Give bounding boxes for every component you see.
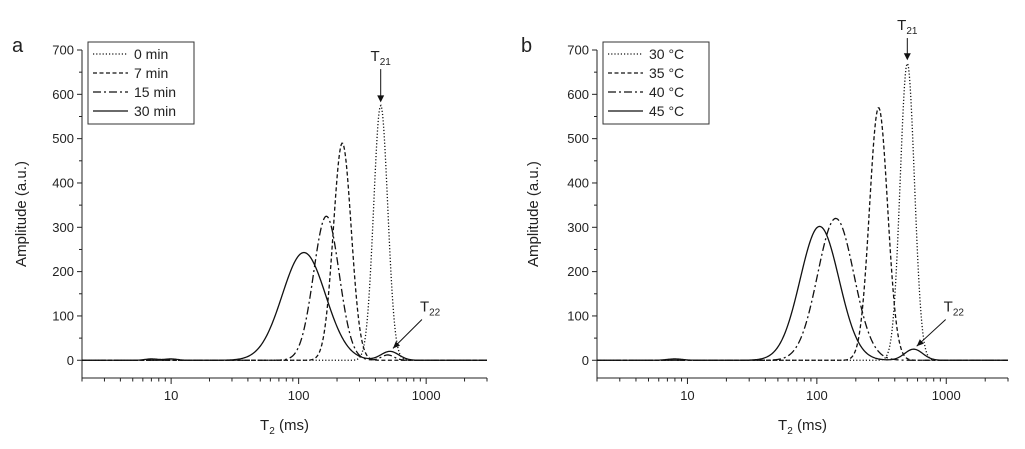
x-axis-title: T2 (ms) (260, 417, 309, 437)
y-tick-label: 200 (567, 264, 589, 279)
y-tick-label: 700 (52, 43, 74, 58)
y-tick-label: 100 (52, 308, 74, 323)
chart-panel-a: a 0 100 200 300 400 500 600 700 10 100 1000 T2 (ms) A… (12, 35, 488, 437)
annotation-label-t22: T22 (420, 299, 441, 319)
annotation-arrowhead-t21 (377, 95, 385, 103)
y-tick-label: 300 (567, 220, 589, 235)
y-tick-label: 0 (67, 353, 74, 368)
legend-box (602, 41, 710, 125)
x-tick-label: 100 (288, 388, 310, 403)
annotation-arrowhead-t21 (903, 53, 911, 61)
series-line-1 (597, 107, 1008, 361)
y-tick-label: 500 (52, 131, 74, 146)
series-line-2 (597, 217, 1008, 361)
y-axis-title: Amplitude (a.u.) (13, 161, 30, 267)
y-tick-label: 600 (52, 87, 74, 102)
y-tick-label: 0 (582, 353, 589, 368)
panel-label: a (12, 35, 24, 57)
legend-label-1: 35 °C (649, 65, 684, 81)
y-tick-label: 200 (52, 264, 74, 279)
y-tick-label: 400 (567, 175, 589, 190)
x-tick-label: 1000 (412, 388, 441, 403)
y-axis-title: Amplitude (a.u.) (525, 161, 542, 267)
legend-label-0: 30 °C (649, 46, 684, 62)
panel-label: b (521, 35, 532, 57)
x-tick-label: 10 (164, 388, 178, 403)
y-tick-label: 700 (567, 43, 589, 58)
legend-label-2: 15 min (134, 84, 176, 100)
series-line-3 (82, 251, 487, 361)
legend-label-3: 30 min (134, 103, 176, 119)
annotation-label-t21: T21 (897, 17, 918, 37)
annotation-label-t21: T21 (371, 48, 392, 68)
y-tick-label: 300 (52, 220, 74, 235)
legend-label-2: 40 °C (649, 84, 684, 100)
x-axis-title: T2 (ms) (778, 417, 827, 437)
annotation-arrowhead-t22 (392, 341, 401, 349)
series-line-3 (597, 225, 1008, 361)
legend-label-0: 0 min (134, 46, 168, 62)
x-tick-label: 1000 (932, 388, 961, 403)
y-tick-label: 500 (567, 131, 589, 146)
legend-label-3: 45 °C (649, 103, 684, 119)
y-tick-label: 400 (52, 175, 74, 190)
chart-panel-b: b 0 100 200 300 400 500 600 700 10 100 1000 T2 (ms) A… (521, 17, 1009, 437)
y-tick-label: 600 (567, 87, 589, 102)
legend-label-1: 7 min (134, 65, 168, 81)
legend-box (87, 41, 195, 125)
series-line-0 (82, 104, 487, 361)
annotation-arrowhead-t22 (916, 339, 924, 347)
x-tick-label: 10 (680, 388, 694, 403)
x-tick-label: 100 (806, 388, 828, 403)
annotation-label-t22: T22 (944, 299, 965, 319)
series-line-1 (82, 142, 487, 361)
y-tick-label: 100 (567, 308, 589, 323)
